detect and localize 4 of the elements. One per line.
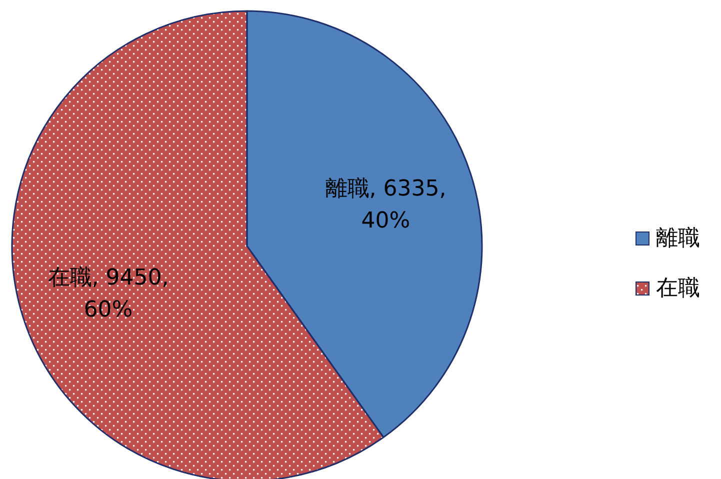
data-label: 在職, 9450, 60%	[48, 265, 169, 322]
data-label: 離職, 6335, 40%	[325, 176, 446, 234]
legend-label: 在職	[656, 276, 700, 301]
legend-label: 離職	[656, 226, 700, 251]
